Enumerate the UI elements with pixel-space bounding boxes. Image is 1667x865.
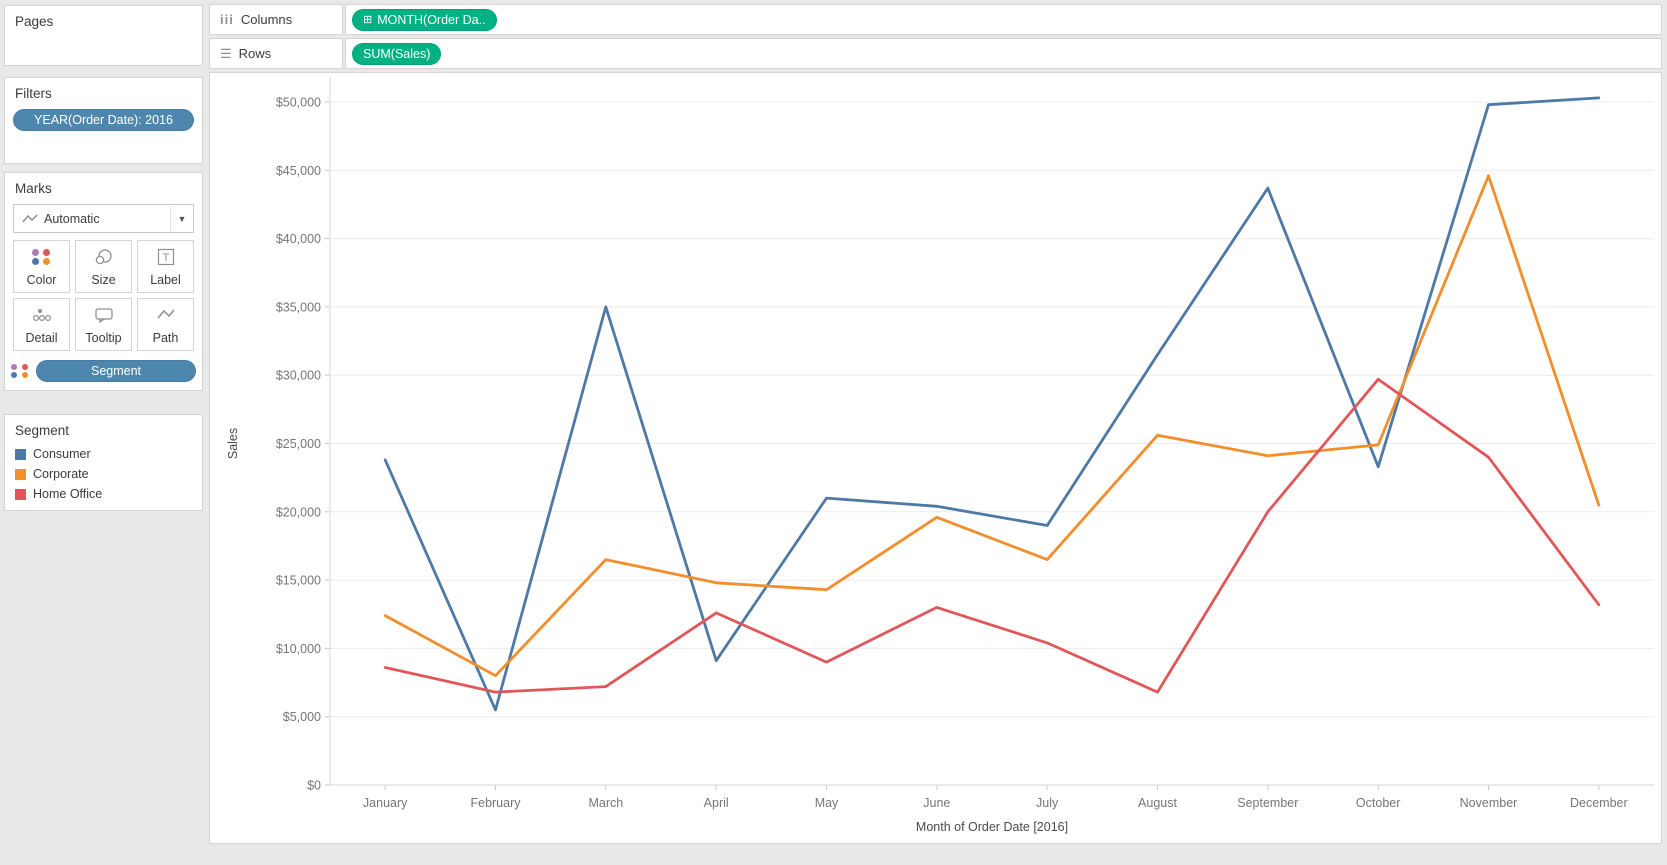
y-axis-title: Sales <box>226 428 240 459</box>
size-icon <box>94 241 114 273</box>
line-mark-icon <box>22 213 38 225</box>
y-tick-label: $45,000 <box>276 164 321 178</box>
x-tick-label-november: November <box>1460 796 1518 810</box>
rows-shelf[interactable]: SUM(Sales) <box>345 38 1662 69</box>
pages-card: Pages <box>4 5 203 66</box>
segment-legend-title: Segment <box>15 423 70 438</box>
columns-shelf[interactable]: ⊞ MONTH(Order Da.. <box>345 4 1662 35</box>
x-tick-label-april: April <box>704 796 729 810</box>
filter-pill-year-order-date[interactable]: YEAR(Order Date): 2016 <box>13 109 194 131</box>
y-tick-label: $35,000 <box>276 300 321 314</box>
y-tick-label: $0 <box>307 779 321 793</box>
legend-item-home-office[interactable]: Home Office <box>15 484 192 504</box>
segment-pill[interactable]: Segment <box>36 360 196 382</box>
pages-card-title: Pages <box>15 14 54 29</box>
mark-type-label: Automatic <box>44 211 100 226</box>
rows-shelf-label: ☰ Rows <box>209 38 343 69</box>
legend-label: Home Office <box>33 487 103 501</box>
color-button[interactable]: Color <box>13 240 70 293</box>
x-tick-label-march: March <box>588 796 623 810</box>
legend-item-corporate[interactable]: Corporate <box>15 464 192 484</box>
x-tick-label-june: June <box>923 796 950 810</box>
segment-legend-card: Segment Consumer Corporate Home Office <box>4 414 203 511</box>
series-line-corporate[interactable] <box>383 174 1601 678</box>
dropdown-separator <box>170 206 171 231</box>
series-line-consumer[interactable] <box>383 96 1601 712</box>
rows-pill-sum-sales[interactable]: SUM(Sales) <box>352 42 442 65</box>
columns-icon: iii <box>220 12 234 27</box>
legend-swatch <box>15 488 26 500</box>
svg-text:T: T <box>162 252 169 264</box>
size-button[interactable]: Size <box>75 240 132 293</box>
sales-by-month-line-chart[interactable]: $0 $5,000 $10,000 $15,000 $20,000 $25,000 $30,… <box>210 73 1661 843</box>
columns-pill-month-order-date[interactable]: ⊞ MONTH(Order Da.. <box>352 8 497 31</box>
detail-icon <box>32 299 52 331</box>
label-button[interactable]: T Label <box>137 240 194 293</box>
tooltip-button[interactable]: Tooltip <box>75 298 132 351</box>
tooltip-icon <box>94 299 114 331</box>
expand-plus-icon[interactable]: ⊞ <box>363 14 373 26</box>
x-tick-label-september: September <box>1237 796 1298 810</box>
segment-legend-items: Consumer Corporate Home Office <box>5 442 202 510</box>
x-tick-label-february: February <box>470 796 521 810</box>
path-icon <box>156 299 176 331</box>
x-tick-label-december: December <box>1570 796 1628 810</box>
y-tick-label: $25,000 <box>276 437 321 451</box>
rows-icon: ☰ <box>220 45 232 61</box>
detail-button[interactable]: Detail <box>13 298 70 351</box>
x-axis-title: Month of Order Date [2016] <box>916 820 1068 834</box>
x-tick-label-october: October <box>1356 796 1400 810</box>
legend-label: Consumer <box>33 447 91 461</box>
x-tick-label-may: May <box>815 796 839 810</box>
worksheet-view: $0 $5,000 $10,000 $15,000 $20,000 $25,000 $30,… <box>209 72 1662 844</box>
filters-card-title: Filters <box>15 86 52 101</box>
marks-card: Marks Automatic ▼ Color Size T Label <box>4 172 203 391</box>
y-tick-label: $20,000 <box>276 505 321 519</box>
color-legend-icon <box>11 364 31 378</box>
filters-card: Filters YEAR(Order Date): 2016 <box>4 77 203 164</box>
y-tick-label: $50,000 <box>276 96 321 110</box>
mark-type-dropdown[interactable]: Automatic ▼ <box>13 204 194 233</box>
x-tick-label-august: August <box>1138 796 1177 810</box>
y-tick-label: $5,000 <box>283 710 321 724</box>
path-button[interactable]: Path <box>137 298 194 351</box>
columns-shelf-label: iii Columns <box>209 4 343 35</box>
legend-label: Corporate <box>33 467 89 481</box>
legend-item-consumer[interactable]: Consumer <box>15 444 192 464</box>
marks-card-title: Marks <box>15 181 52 196</box>
y-tick-label: $30,000 <box>276 369 321 383</box>
chart-pane[interactable] <box>330 77 1654 785</box>
chevron-down-icon[interactable]: ▼ <box>177 213 187 224</box>
y-tick-label: $10,000 <box>276 642 321 656</box>
label-icon: T <box>157 241 175 273</box>
x-tick-label-july: July <box>1036 796 1059 810</box>
x-tick-label-january: January <box>363 796 408 810</box>
legend-swatch <box>15 448 26 460</box>
y-tick-label: $40,000 <box>276 232 321 246</box>
color-icon <box>31 241 52 273</box>
legend-swatch <box>15 468 26 480</box>
y-tick-label: $15,000 <box>276 574 321 588</box>
series-line-home-office[interactable] <box>383 377 1601 694</box>
